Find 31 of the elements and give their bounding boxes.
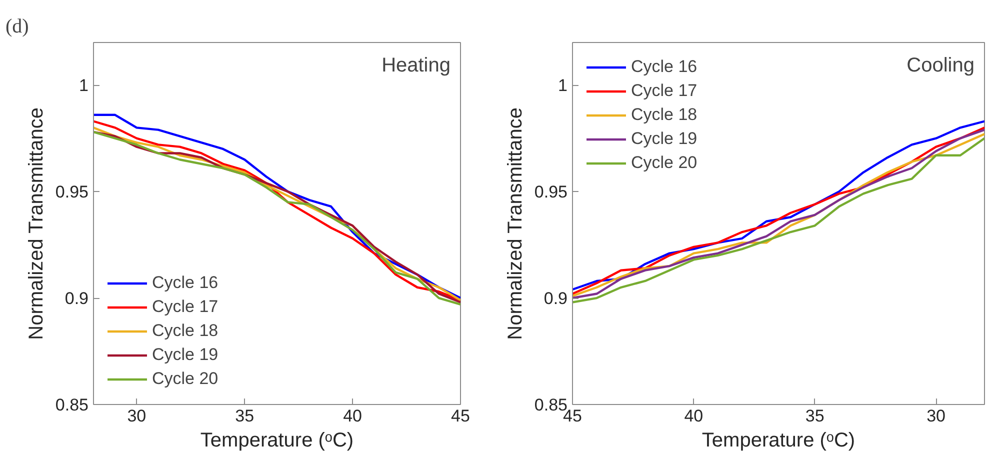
y-tick-label: 0.95 bbox=[55, 182, 89, 202]
y-tick-label: 0.9 bbox=[544, 289, 568, 308]
x-tick-label: 30 bbox=[127, 406, 146, 426]
legend-label: Cycle 20 bbox=[631, 152, 698, 174]
x-tick-label: 30 bbox=[926, 406, 946, 426]
x-tick-label: 35 bbox=[805, 406, 824, 426]
legend-label: Cycle 19 bbox=[631, 128, 698, 150]
y-tick-label: 0.9 bbox=[64, 289, 89, 308]
annotation: Heating bbox=[382, 54, 450, 76]
legend-label: Cycle 17 bbox=[631, 80, 698, 102]
y-axis-title: Normalized Transmittance bbox=[504, 108, 526, 340]
x-tick-label: 40 bbox=[684, 406, 704, 426]
x-tick-label: 40 bbox=[343, 406, 362, 426]
legend-label: Cycle 16 bbox=[631, 56, 698, 78]
legend-label: Cycle 19 bbox=[152, 344, 218, 366]
x-axis-title: Temperature (ᵒC) bbox=[702, 430, 856, 452]
x-tick-label: 45 bbox=[451, 406, 470, 426]
chart-title: (d) bbox=[6, 16, 29, 38]
x-axis-title: Temperature (ᵒC) bbox=[200, 430, 354, 452]
annotation: Cooling bbox=[906, 54, 975, 76]
y-tick-label: 1 bbox=[558, 76, 568, 96]
legend-label: Cycle 16 bbox=[152, 272, 218, 294]
legend-label: Cycle 18 bbox=[152, 320, 218, 342]
legend-label: Cycle 20 bbox=[152, 368, 218, 390]
x-tick-label: 35 bbox=[235, 406, 254, 426]
y-tick-label: 0.85 bbox=[55, 396, 89, 414]
legend-label: Cycle 17 bbox=[152, 296, 218, 318]
legend-label: Cycle 18 bbox=[631, 104, 698, 126]
y-tick-label: 1 bbox=[79, 76, 89, 96]
y-axis-title: Normalized Transmittance bbox=[25, 108, 48, 340]
y-tick-label: 0.95 bbox=[534, 182, 568, 202]
